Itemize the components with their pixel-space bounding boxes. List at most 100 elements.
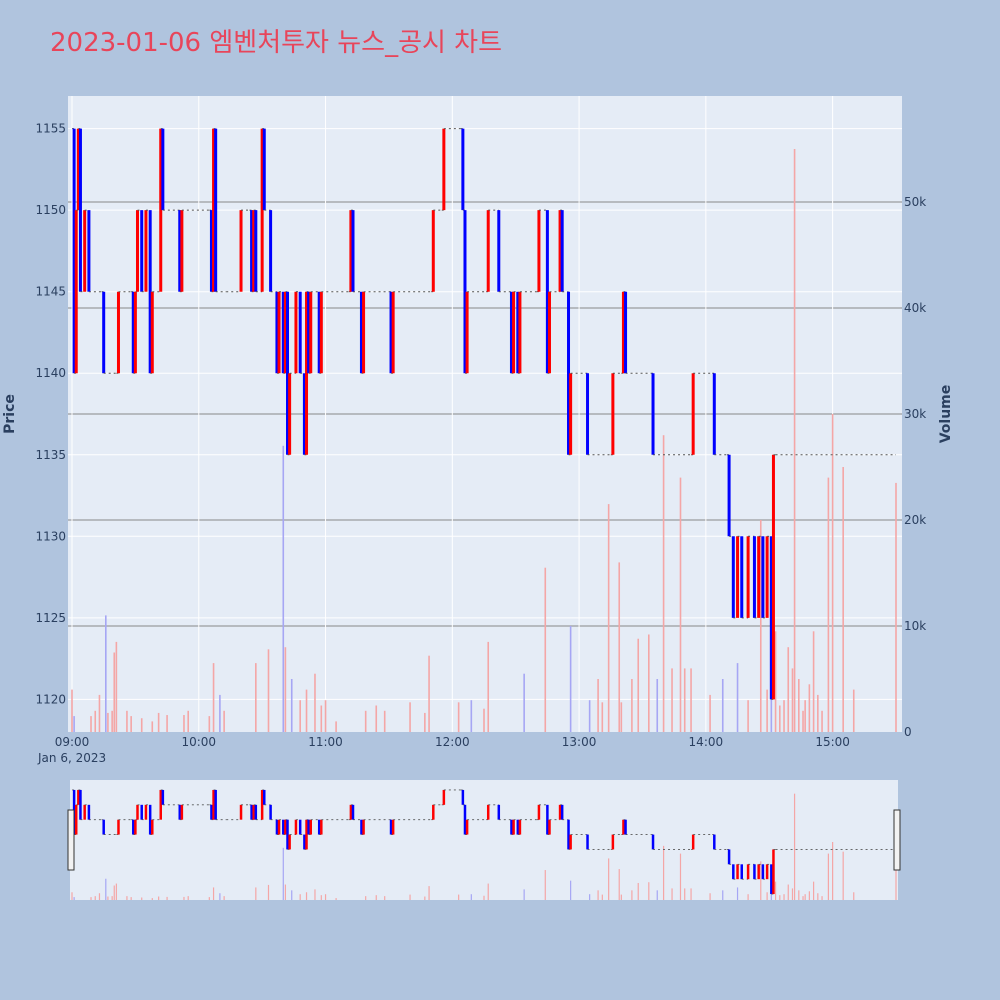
slider-volume-bar (662, 845, 665, 900)
slider-volume-bar (601, 894, 603, 900)
volume-bar (335, 721, 337, 732)
slider-volume-bar (219, 893, 221, 900)
range-slider-right-handle[interactable] (893, 809, 901, 871)
slider-volume-bar (842, 851, 844, 900)
chart-title: 2023-01-06 엠벤처투자 뉴스_공시 차트 (50, 28, 503, 58)
volume-bar (766, 689, 768, 732)
slider-volume-bar (305, 892, 308, 900)
slider-volume-bar (637, 882, 639, 900)
slider-volume-bar (656, 890, 658, 900)
volume-reference-lines (68, 201, 902, 627)
slider-volume-bar (113, 885, 115, 900)
slider-volume-bar (409, 894, 411, 900)
slider-volume-bar (618, 869, 620, 900)
slider-volume-bar (779, 895, 781, 900)
volume-bar (223, 710, 225, 732)
slider-volume-bar (808, 891, 810, 900)
volume-bar (166, 715, 168, 732)
slider-volume-bar (458, 894, 460, 900)
slider-volume-bar (817, 893, 819, 900)
slider-volume-bar (71, 892, 73, 900)
time-tick-label: 15:00 (815, 735, 850, 749)
volume-bar (428, 655, 430, 732)
time-tick-label: 09:00 (55, 735, 90, 749)
time-axis: 09:00 10:00 11:00 12:00 13:00 14:00 15:00 (55, 735, 850, 749)
volume-bar (569, 626, 572, 732)
volume-bar (299, 700, 301, 732)
volume-bar (648, 634, 650, 732)
volume-bar (94, 710, 97, 732)
volume-bar (290, 679, 293, 732)
volume-tick-label: 20k (904, 513, 926, 527)
slider-volume-bar (428, 886, 430, 900)
slider-volume-bar (821, 896, 823, 900)
slider-volume-bar (94, 896, 96, 900)
volume-bar (637, 638, 640, 732)
volume-bar (284, 647, 287, 732)
volume-bar (73, 716, 75, 732)
volume-bar (827, 477, 830, 732)
slider-volume-bar (105, 878, 107, 900)
volume-bar (98, 694, 101, 732)
slider-volume-bar (98, 893, 101, 900)
volume-bar (817, 694, 819, 732)
volume-bar (457, 702, 460, 732)
slider-volume-bar (208, 897, 210, 900)
volume-bar (831, 414, 834, 732)
volume-bar (282, 445, 285, 732)
volume-bar (383, 710, 386, 732)
slider-volume-bar (679, 853, 682, 900)
volume-tick-label: 0 (904, 725, 912, 739)
volume-bar (793, 149, 796, 732)
slider-volume-bar (111, 896, 113, 900)
price-tick-label: 1155 (35, 122, 66, 136)
range-slider-left-handle[interactable] (67, 809, 75, 871)
slider-volume-bar (804, 894, 806, 900)
price-series (72, 128, 896, 700)
volume-bar (470, 700, 473, 732)
slider-volume-bar (620, 894, 622, 900)
range-slider[interactable] (70, 780, 898, 900)
volume-bar (804, 700, 806, 732)
slider-volume-bar (802, 896, 804, 900)
volume-bar (409, 702, 411, 732)
volume-bar (620, 702, 623, 732)
volume-bars (71, 149, 897, 732)
volume-bar (662, 435, 665, 732)
time-tick-label: 13:00 (562, 735, 597, 749)
slider-volume-bar (470, 894, 472, 900)
slider-volume-bar (126, 896, 128, 900)
volume-bar (130, 716, 132, 732)
price-tick-label: 1135 (35, 448, 66, 462)
volume-bar (71, 689, 73, 732)
slider-volume-bar (608, 858, 610, 900)
slider-volume-bar (597, 890, 599, 900)
x-date-label: Jan 6, 2023 (37, 751, 106, 765)
volume-bar (157, 712, 160, 732)
slider-volume-bar (895, 854, 897, 900)
slider-volume-bar (774, 881, 777, 900)
slider-volume-bar (73, 897, 75, 900)
volume-bar (212, 663, 215, 732)
slider-volume-bar (570, 880, 572, 900)
slider-volume-bar (115, 883, 117, 900)
volume-bar (115, 641, 118, 732)
slider-volume-bar (320, 895, 322, 900)
volume-bar (107, 712, 109, 732)
volume-bar (852, 689, 855, 732)
slider-volume-bar (187, 896, 189, 900)
slider-volume-bar (798, 890, 800, 900)
volume-bar (111, 710, 113, 732)
volume-bar (618, 562, 621, 732)
price-tick-label: 1130 (35, 529, 66, 543)
volume-bar (113, 652, 116, 732)
slider-volume-bar (365, 896, 367, 900)
volume-bar (631, 679, 633, 732)
slider-volume-bar (791, 888, 794, 900)
slider-volume-bar (130, 897, 132, 900)
volume-bar (808, 684, 811, 732)
slider-volume-bar (314, 889, 316, 900)
volume-tick-label: 10k (904, 619, 926, 633)
volume-bar (324, 700, 327, 732)
